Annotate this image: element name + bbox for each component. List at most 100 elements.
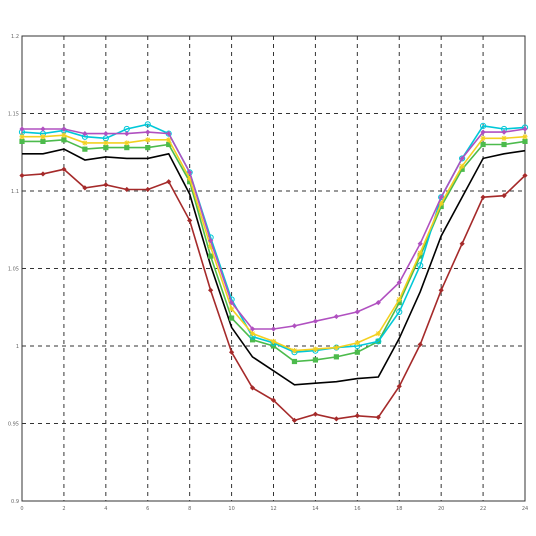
data-point bbox=[208, 253, 214, 259]
data-point bbox=[228, 300, 235, 306]
data-point bbox=[312, 357, 319, 363]
data-point bbox=[438, 203, 444, 210]
data-point bbox=[40, 134, 46, 140]
data-point bbox=[270, 326, 277, 332]
data-point bbox=[501, 141, 507, 148]
data-point bbox=[354, 340, 360, 346]
data-point bbox=[396, 279, 402, 286]
data-point bbox=[19, 126, 25, 132]
x-tick-label: 8 bbox=[188, 506, 191, 512]
series-2 bbox=[22, 148, 526, 386]
data-point bbox=[249, 337, 256, 343]
data-point bbox=[19, 172, 25, 179]
data-point bbox=[270, 338, 277, 344]
series-1 bbox=[19, 166, 528, 423]
data-point bbox=[375, 338, 382, 345]
data-point bbox=[459, 166, 465, 172]
data-point bbox=[228, 306, 235, 312]
data-point bbox=[40, 126, 46, 132]
data-point bbox=[82, 146, 88, 152]
data-point bbox=[354, 413, 360, 419]
y-tick-label: 1.1 bbox=[11, 189, 19, 195]
data-point bbox=[145, 137, 151, 143]
data-point bbox=[82, 185, 88, 191]
data-point bbox=[187, 176, 193, 182]
series-layer bbox=[18, 121, 529, 423]
data-point bbox=[375, 331, 381, 337]
y-tick-label: 1.2 bbox=[11, 34, 19, 40]
data-point bbox=[228, 349, 235, 355]
x-tick-label: 16 bbox=[354, 506, 360, 512]
data-point bbox=[166, 141, 172, 148]
data-point bbox=[459, 241, 465, 247]
data-point bbox=[166, 137, 172, 143]
data-point bbox=[103, 131, 109, 137]
y-axis-ticks: 0.9 0.95 1 1.05 1.1 1.15 1.2 bbox=[8, 34, 19, 505]
data-point bbox=[479, 122, 487, 130]
y-tick-label: 0.9 bbox=[11, 499, 19, 505]
x-tick-label: 22 bbox=[480, 506, 486, 512]
data-point bbox=[396, 308, 403, 315]
data-point bbox=[270, 343, 277, 349]
data-point bbox=[166, 179, 172, 185]
data-point bbox=[208, 244, 214, 250]
data-point bbox=[354, 309, 360, 315]
data-point bbox=[396, 383, 402, 389]
data-point bbox=[124, 131, 130, 137]
data-point bbox=[312, 411, 319, 417]
data-point bbox=[333, 344, 339, 351]
x-tick-label: 12 bbox=[270, 506, 276, 512]
data-point bbox=[228, 315, 235, 321]
data-point bbox=[522, 138, 528, 144]
data-point bbox=[417, 253, 423, 259]
data-point bbox=[61, 126, 67, 132]
data-point bbox=[187, 179, 193, 185]
data-point bbox=[249, 385, 256, 391]
data-point bbox=[103, 182, 109, 188]
data-point bbox=[375, 300, 381, 306]
series-5 bbox=[19, 132, 528, 354]
y-tick-label: 1.05 bbox=[8, 267, 19, 273]
data-point bbox=[354, 349, 360, 355]
x-tick-label: 18 bbox=[396, 506, 402, 512]
grid-lines bbox=[22, 36, 525, 501]
data-point bbox=[333, 416, 339, 422]
y-tick-label: 0.95 bbox=[8, 422, 19, 428]
data-point bbox=[208, 287, 214, 293]
data-point bbox=[480, 141, 486, 148]
data-point bbox=[438, 287, 444, 293]
data-point bbox=[145, 145, 151, 151]
data-point bbox=[40, 138, 46, 144]
data-point bbox=[480, 194, 486, 200]
data-point bbox=[396, 300, 402, 306]
data-point bbox=[312, 346, 319, 352]
x-tick-label: 14 bbox=[312, 506, 318, 512]
data-point bbox=[166, 131, 172, 137]
data-point bbox=[145, 129, 151, 135]
data-point bbox=[291, 323, 298, 329]
x-tick-label: 20 bbox=[438, 506, 444, 512]
data-point bbox=[124, 140, 130, 146]
x-tick-label: 4 bbox=[104, 506, 107, 512]
data-point bbox=[480, 129, 486, 135]
x-tick-label: 6 bbox=[146, 506, 149, 512]
data-point bbox=[187, 169, 193, 175]
x-tick-label: 10 bbox=[228, 506, 234, 512]
data-point bbox=[417, 250, 423, 256]
data-point bbox=[375, 414, 381, 420]
data-point bbox=[144, 121, 151, 128]
data-point bbox=[249, 331, 256, 337]
series-3 bbox=[19, 137, 528, 365]
data-point bbox=[291, 417, 298, 423]
data-point bbox=[333, 313, 339, 320]
data-point bbox=[61, 137, 67, 143]
x-tick-label: 2 bbox=[62, 506, 65, 512]
data-point bbox=[187, 217, 193, 224]
data-point bbox=[208, 238, 214, 244]
data-point bbox=[61, 166, 67, 172]
data-point bbox=[438, 194, 444, 200]
y-tick-label: 1 bbox=[16, 344, 19, 350]
data-point bbox=[438, 200, 444, 206]
data-point bbox=[396, 296, 402, 303]
